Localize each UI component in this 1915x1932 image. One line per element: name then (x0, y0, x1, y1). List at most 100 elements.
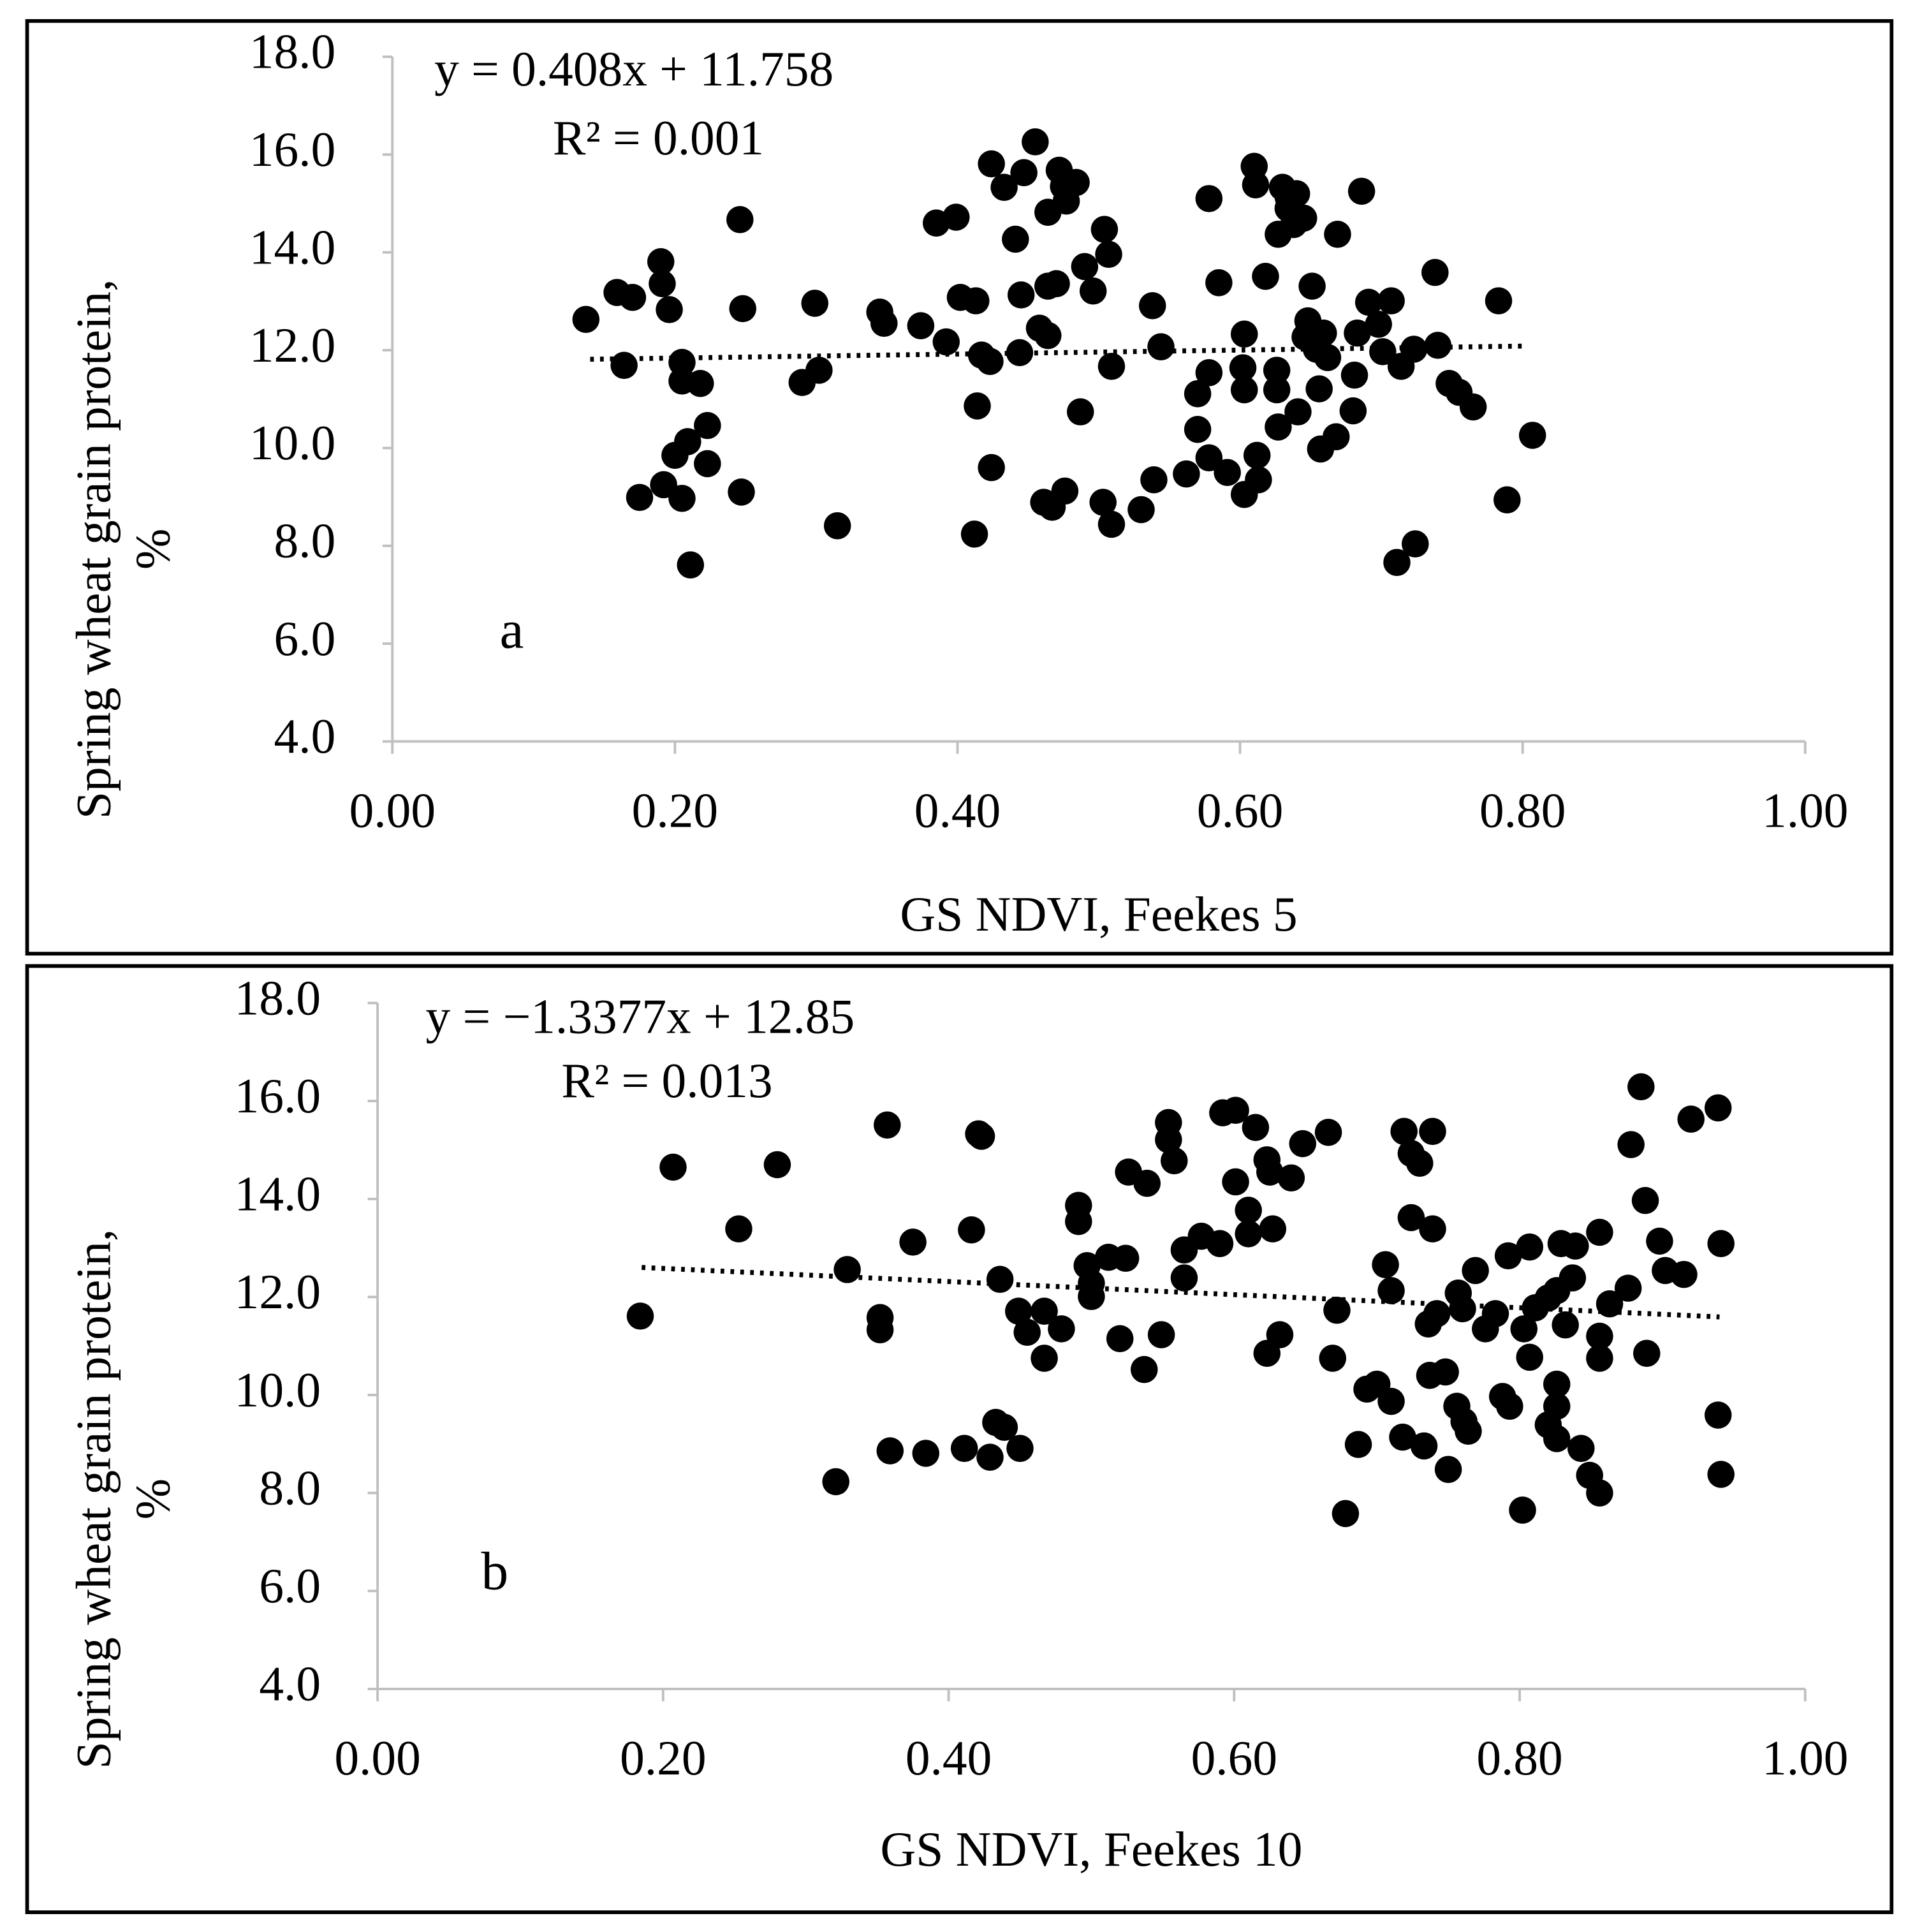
point (1559, 1264, 1587, 1292)
point (610, 351, 638, 380)
point (1586, 1479, 1613, 1507)
point (1147, 333, 1175, 360)
point (1006, 1434, 1034, 1463)
x-tick-label: 0.60 (1197, 783, 1283, 837)
point (1243, 441, 1271, 469)
point (1242, 171, 1270, 199)
point (874, 1111, 901, 1139)
point (1106, 1325, 1134, 1352)
x-tick-label: 1.00 (1762, 783, 1848, 837)
point (649, 270, 676, 298)
point (1138, 291, 1166, 320)
point (1347, 177, 1376, 205)
point (694, 411, 721, 439)
point (1112, 1244, 1140, 1272)
point (1229, 354, 1257, 381)
point (1677, 1105, 1705, 1133)
point (1332, 1500, 1360, 1528)
point (907, 312, 935, 339)
x-tick-label: 0.00 (334, 1730, 420, 1785)
point (1222, 1096, 1249, 1125)
point (876, 1437, 904, 1464)
point (1078, 1269, 1105, 1297)
point (1449, 1295, 1476, 1323)
point (962, 287, 990, 314)
point (726, 206, 754, 233)
point (1034, 321, 1062, 350)
point (1516, 1233, 1544, 1261)
point (976, 1443, 1004, 1471)
x-tick-label: 0.20 (632, 783, 718, 837)
point (694, 450, 721, 478)
point (686, 369, 714, 397)
point (1322, 423, 1350, 451)
point (1586, 1345, 1613, 1372)
point (1631, 1186, 1659, 1214)
point (1277, 1164, 1305, 1192)
y-tick-label: 14.0 (249, 219, 335, 274)
point (833, 1256, 861, 1283)
point (1065, 1207, 1092, 1235)
point (1170, 1264, 1198, 1292)
point (1670, 1260, 1698, 1288)
point (1481, 1300, 1509, 1327)
point (1305, 375, 1333, 402)
point (1389, 1423, 1416, 1451)
point (763, 1151, 791, 1179)
point (1400, 336, 1428, 363)
point (1214, 459, 1241, 487)
point (1493, 486, 1521, 513)
point (1419, 1117, 1446, 1146)
point (1344, 319, 1371, 347)
point (990, 1413, 1018, 1442)
point (1543, 1370, 1571, 1398)
point (1089, 489, 1117, 516)
point (866, 1316, 894, 1344)
point (1324, 221, 1351, 248)
point (647, 247, 675, 276)
point (1340, 361, 1368, 389)
panel-border (25, 964, 1894, 1914)
point (1206, 1230, 1234, 1257)
y-tick-label: 6.0 (259, 1558, 321, 1613)
y-tick-label: 4.0 (274, 709, 336, 763)
point (1518, 422, 1546, 449)
annotation: b (481, 1541, 509, 1601)
point (1090, 216, 1119, 243)
point (1230, 376, 1258, 404)
point (1007, 281, 1035, 309)
point (1372, 1251, 1399, 1279)
point (1235, 1197, 1262, 1224)
point (1222, 1168, 1249, 1196)
point (659, 1153, 687, 1181)
point (1013, 1318, 1041, 1346)
annotation: a (500, 600, 524, 660)
point (626, 1302, 654, 1330)
point (1242, 1114, 1270, 1141)
point (960, 520, 988, 548)
point (572, 306, 600, 334)
trendline (590, 343, 1523, 362)
point (967, 1123, 995, 1150)
point (668, 348, 696, 376)
point (1314, 344, 1342, 371)
y-tick-label: 14.0 (235, 1167, 321, 1221)
point (870, 309, 898, 337)
point (1459, 393, 1487, 421)
y-tick-label: 8.0 (259, 1460, 321, 1515)
point (1230, 480, 1258, 508)
point (626, 483, 654, 512)
point (1031, 1345, 1058, 1372)
x-tick-label: 0.20 (620, 1730, 706, 1785)
point (1284, 398, 1312, 425)
y-tick-label: 16.0 (249, 122, 335, 177)
annotation: R² = 0.013 (561, 1053, 772, 1108)
point (1002, 225, 1029, 253)
point (1289, 1130, 1317, 1158)
point (674, 428, 701, 455)
point (1147, 1321, 1175, 1348)
point (1704, 1094, 1732, 1122)
point (986, 1265, 1014, 1294)
